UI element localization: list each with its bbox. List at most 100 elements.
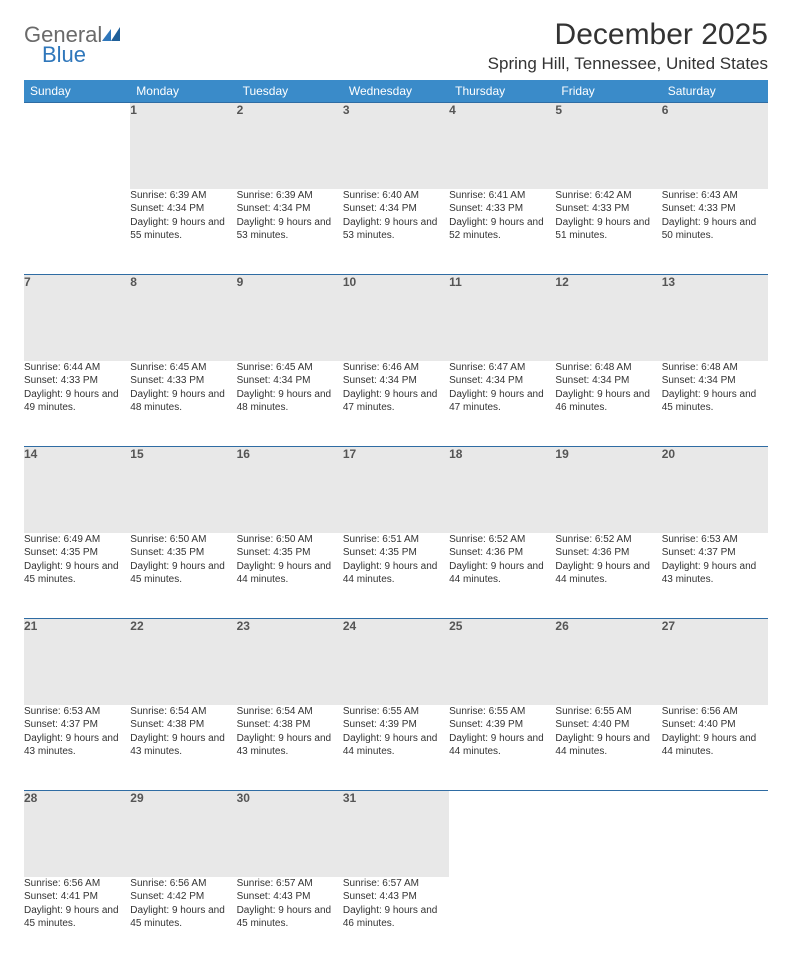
daylight-text: Daylight: 9 hours and 48 minutes.: [237, 388, 343, 415]
daylight-text: Daylight: 9 hours and 44 minutes.: [555, 732, 661, 759]
sunset-text: Sunset: 4:38 PM: [237, 718, 343, 732]
day-body-cell: Sunrise: 6:53 AMSunset: 4:37 PMDaylight:…: [662, 533, 768, 619]
sunrise-text: Sunrise: 6:53 AM: [662, 533, 768, 547]
sunrise-text: Sunrise: 6:42 AM: [555, 189, 661, 203]
day-body-cell: Sunrise: 6:47 AMSunset: 4:34 PMDaylight:…: [449, 361, 555, 447]
day-number-cell: 18: [449, 447, 555, 533]
day-number-cell: 1: [130, 103, 236, 189]
sunrise-text: Sunrise: 6:48 AM: [555, 361, 661, 375]
daylight-text: Daylight: 9 hours and 45 minutes.: [130, 560, 236, 587]
sunset-text: Sunset: 4:33 PM: [555, 202, 661, 216]
day-body-cell: Sunrise: 6:49 AMSunset: 4:35 PMDaylight:…: [24, 533, 130, 619]
sunrise-text: Sunrise: 6:45 AM: [130, 361, 236, 375]
daylight-text: Daylight: 9 hours and 45 minutes.: [24, 904, 130, 931]
daylight-text: Daylight: 9 hours and 43 minutes.: [130, 732, 236, 759]
daylight-text: Daylight: 9 hours and 55 minutes.: [130, 216, 236, 243]
sunrise-text: Sunrise: 6:53 AM: [24, 705, 130, 719]
sunrise-text: Sunrise: 6:55 AM: [555, 705, 661, 719]
day-body-cell: Sunrise: 6:50 AMSunset: 4:35 PMDaylight:…: [130, 533, 236, 619]
day-body-cell: [24, 189, 130, 275]
calendar-table: Sunday Monday Tuesday Wednesday Thursday…: [24, 80, 768, 963]
sunrise-text: Sunrise: 6:45 AM: [237, 361, 343, 375]
day-number-cell: 7: [24, 275, 130, 361]
day-number-cell: 30: [237, 791, 343, 877]
day-body-cell: Sunrise: 6:57 AMSunset: 4:43 PMDaylight:…: [237, 877, 343, 963]
day-body-cell: [449, 877, 555, 963]
day-body-row: Sunrise: 6:53 AMSunset: 4:37 PMDaylight:…: [24, 705, 768, 791]
day-number-cell: 21: [24, 619, 130, 705]
day-number-cell: 3: [343, 103, 449, 189]
day-number-cell: [555, 791, 661, 877]
daylight-text: Daylight: 9 hours and 50 minutes.: [662, 216, 768, 243]
sunrise-text: Sunrise: 6:46 AM: [343, 361, 449, 375]
daylight-text: Daylight: 9 hours and 45 minutes.: [130, 904, 236, 931]
day-number-cell: 4: [449, 103, 555, 189]
day-number-cell: 22: [130, 619, 236, 705]
sunset-text: Sunset: 4:35 PM: [237, 546, 343, 560]
day-body-cell: Sunrise: 6:52 AMSunset: 4:36 PMDaylight:…: [555, 533, 661, 619]
day-body-cell: Sunrise: 6:55 AMSunset: 4:39 PMDaylight:…: [343, 705, 449, 791]
day-number-row: 21222324252627: [24, 619, 768, 705]
day-number-cell: 20: [662, 447, 768, 533]
daylight-text: Daylight: 9 hours and 44 minutes.: [343, 560, 449, 587]
brand-text: General Blue: [24, 24, 122, 71]
daylight-text: Daylight: 9 hours and 45 minutes.: [24, 560, 130, 587]
day-body-cell: Sunrise: 6:39 AMSunset: 4:34 PMDaylight:…: [130, 189, 236, 275]
daylight-text: Daylight: 9 hours and 47 minutes.: [449, 388, 555, 415]
sunset-text: Sunset: 4:33 PM: [130, 374, 236, 388]
daylight-text: Daylight: 9 hours and 48 minutes.: [130, 388, 236, 415]
sunrise-text: Sunrise: 6:40 AM: [343, 189, 449, 203]
sunset-text: Sunset: 4:39 PM: [449, 718, 555, 732]
day-body-cell: Sunrise: 6:57 AMSunset: 4:43 PMDaylight:…: [343, 877, 449, 963]
day-body-cell: Sunrise: 6:46 AMSunset: 4:34 PMDaylight:…: [343, 361, 449, 447]
daylight-text: Daylight: 9 hours and 49 minutes.: [24, 388, 130, 415]
weekday-header: Saturday: [662, 80, 768, 103]
day-body-cell: Sunrise: 6:56 AMSunset: 4:42 PMDaylight:…: [130, 877, 236, 963]
sunset-text: Sunset: 4:37 PM: [662, 546, 768, 560]
day-number-cell: 24: [343, 619, 449, 705]
sunset-text: Sunset: 4:34 PM: [130, 202, 236, 216]
day-number-row: 123456: [24, 103, 768, 189]
header: General Blue December 2025 Spring Hill, …: [24, 18, 768, 74]
daylight-text: Daylight: 9 hours and 44 minutes.: [237, 560, 343, 587]
day-body-cell: Sunrise: 6:55 AMSunset: 4:39 PMDaylight:…: [449, 705, 555, 791]
sunset-text: Sunset: 4:37 PM: [24, 718, 130, 732]
sunset-text: Sunset: 4:34 PM: [449, 374, 555, 388]
day-number-cell: 17: [343, 447, 449, 533]
location-text: Spring Hill, Tennessee, United States: [488, 54, 768, 74]
day-number-cell: 29: [130, 791, 236, 877]
day-number-cell: 10: [343, 275, 449, 361]
day-body-cell: Sunrise: 6:44 AMSunset: 4:33 PMDaylight:…: [24, 361, 130, 447]
day-body-cell: Sunrise: 6:40 AMSunset: 4:34 PMDaylight:…: [343, 189, 449, 275]
day-body-cell: Sunrise: 6:48 AMSunset: 4:34 PMDaylight:…: [662, 361, 768, 447]
daylight-text: Daylight: 9 hours and 44 minutes.: [449, 732, 555, 759]
sunrise-text: Sunrise: 6:55 AM: [343, 705, 449, 719]
day-number-cell: 6: [662, 103, 768, 189]
sunrise-text: Sunrise: 6:56 AM: [662, 705, 768, 719]
day-number-cell: 28: [24, 791, 130, 877]
daylight-text: Daylight: 9 hours and 53 minutes.: [237, 216, 343, 243]
day-number-row: 14151617181920: [24, 447, 768, 533]
sunset-text: Sunset: 4:36 PM: [555, 546, 661, 560]
sunrise-text: Sunrise: 6:54 AM: [237, 705, 343, 719]
day-number-cell: [449, 791, 555, 877]
sunset-text: Sunset: 4:34 PM: [555, 374, 661, 388]
sunrise-text: Sunrise: 6:39 AM: [237, 189, 343, 203]
daylight-text: Daylight: 9 hours and 46 minutes.: [555, 388, 661, 415]
day-body-row: Sunrise: 6:49 AMSunset: 4:35 PMDaylight:…: [24, 533, 768, 619]
sunrise-text: Sunrise: 6:55 AM: [449, 705, 555, 719]
daylight-text: Daylight: 9 hours and 51 minutes.: [555, 216, 661, 243]
sunrise-text: Sunrise: 6:47 AM: [449, 361, 555, 375]
sunset-text: Sunset: 4:40 PM: [662, 718, 768, 732]
day-body-cell: Sunrise: 6:48 AMSunset: 4:34 PMDaylight:…: [555, 361, 661, 447]
daylight-text: Daylight: 9 hours and 43 minutes.: [662, 560, 768, 587]
sunrise-text: Sunrise: 6:52 AM: [555, 533, 661, 547]
daylight-text: Daylight: 9 hours and 43 minutes.: [24, 732, 130, 759]
day-body-cell: Sunrise: 6:54 AMSunset: 4:38 PMDaylight:…: [130, 705, 236, 791]
day-body-cell: Sunrise: 6:50 AMSunset: 4:35 PMDaylight:…: [237, 533, 343, 619]
sunset-text: Sunset: 4:36 PM: [449, 546, 555, 560]
sunrise-text: Sunrise: 6:52 AM: [449, 533, 555, 547]
title-block: December 2025 Spring Hill, Tennessee, Un…: [488, 18, 768, 74]
month-title: December 2025: [488, 18, 768, 52]
day-number-cell: 25: [449, 619, 555, 705]
